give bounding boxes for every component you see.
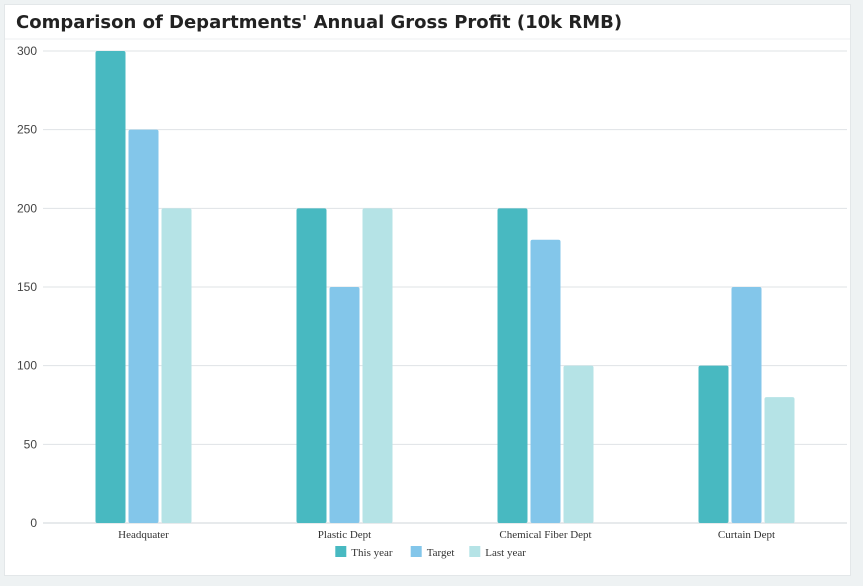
legend-label-last-year[interactable]: Last year — [485, 547, 526, 559]
bar-this-year[interactable] — [95, 51, 126, 523]
y-tick-label: 250 — [17, 123, 37, 137]
x-tick-label: Chemical Fiber Dept — [499, 529, 591, 541]
x-tick-label: Headquater — [118, 529, 169, 541]
bar-target[interactable] — [530, 239, 561, 524]
bar-this-year[interactable] — [497, 208, 528, 524]
y-tick-label: 100 — [17, 359, 37, 373]
y-tick-label: 300 — [17, 44, 37, 58]
legend-label-target[interactable]: Target — [427, 547, 455, 559]
bar-last-year[interactable] — [764, 397, 795, 523]
bar-target[interactable] — [128, 129, 159, 523]
y-tick-label: 0 — [30, 516, 37, 530]
y-tick-label: 150 — [17, 280, 37, 294]
legend-label-this-year[interactable]: This year — [351, 547, 393, 559]
bar-this-year[interactable] — [296, 208, 327, 524]
chart-card: Comparison of Departments' Annual Gross … — [4, 4, 851, 576]
bar-this-year[interactable] — [698, 365, 729, 523]
bar-last-year[interactable] — [563, 365, 594, 523]
x-tick-label: Curtain Dept — [718, 529, 775, 541]
legend-swatch-last-year[interactable] — [469, 546, 481, 557]
bar-last-year[interactable] — [161, 208, 192, 524]
y-tick-label: 200 — [17, 201, 37, 215]
chart-title: Comparison of Departments' Annual Gross … — [16, 12, 623, 33]
bar-chart: 0 50 100 150 200 250 300 Headquater Plastic Dept… — [5, 38, 850, 559]
bar-target[interactable] — [731, 287, 762, 523]
x-tick-label: Plastic Dept — [318, 529, 371, 541]
legend-swatch-target[interactable] — [410, 546, 422, 557]
bar-target[interactable] — [329, 287, 360, 523]
legend-swatch-this-year[interactable] — [335, 546, 347, 557]
bar-last-year[interactable] — [362, 208, 393, 524]
y-tick-label: 50 — [24, 437, 38, 451]
